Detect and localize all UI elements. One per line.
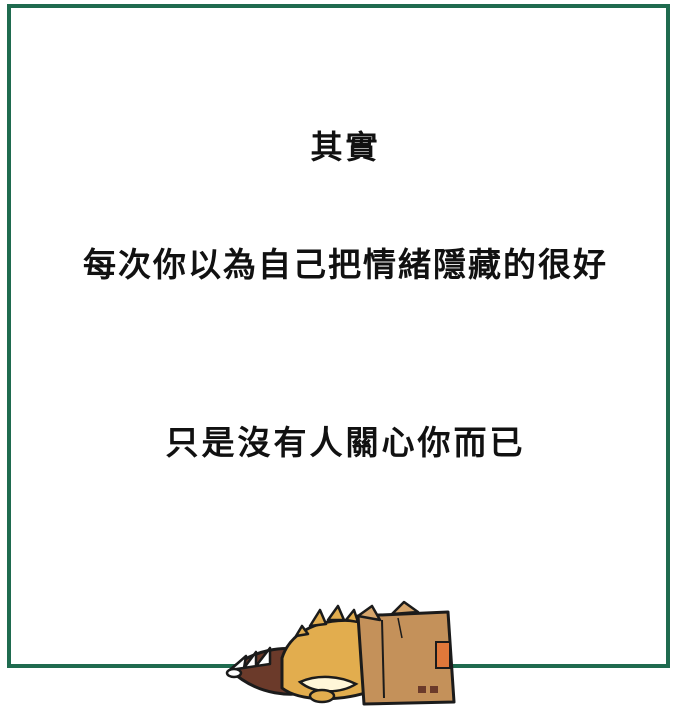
dino-body <box>280 604 376 704</box>
dinosaur-box-illustration <box>225 600 456 706</box>
card-frame <box>7 4 670 668</box>
body-text-line-2: 只是沒有人關心你而已 <box>165 423 526 462</box>
body-text-line-1: 每次你以為自己把情緒隱藏的很好 <box>83 245 608 284</box>
cardboard-box <box>356 600 456 706</box>
headline-text: 其實 <box>310 128 381 166</box>
